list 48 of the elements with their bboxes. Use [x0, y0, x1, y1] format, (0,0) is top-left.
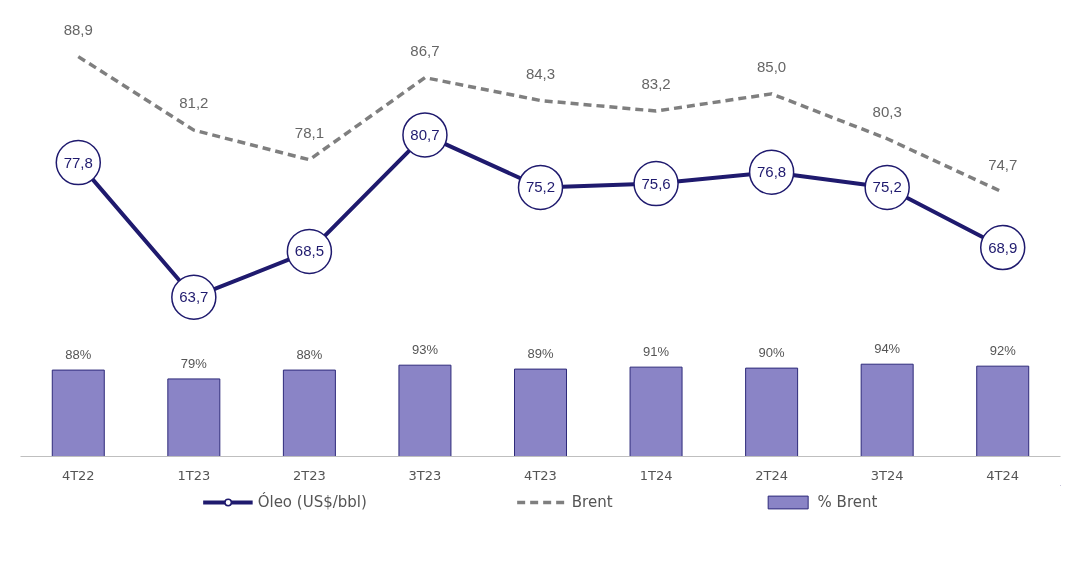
bar [398, 364, 452, 457]
data-label: 78,1 [294, 123, 324, 141]
legend-label: Brent [571, 493, 613, 511]
legend-label: % Brent [817, 493, 878, 511]
x-tick-label: 3T23 [408, 467, 442, 483]
x-tick-label: 4T24 [986, 467, 1020, 483]
data-label: 75,2 [525, 178, 556, 196]
data-label: 68,9 [988, 238, 1018, 256]
data-label: 86,7 [410, 41, 440, 59]
data-label: 81,2 [179, 94, 209, 112]
legend-label: Óleo (US$/bbl) [257, 493, 367, 511]
data-label: 84,3 [525, 64, 556, 82]
x-tick-label: 4T23 [524, 467, 557, 483]
data-label: 79% [180, 355, 208, 371]
data-label: 83,2 [641, 75, 671, 93]
data-label: 80,7 [410, 125, 440, 143]
x-tick-label: 4T22 [61, 467, 95, 483]
bar [282, 369, 336, 457]
data-label: 92% [989, 343, 1017, 359]
data-label: 76,8 [757, 163, 787, 181]
x-tick-label: 2T23 [293, 467, 326, 483]
data-label: 88,9 [63, 20, 93, 38]
data-label: 89% [527, 346, 554, 362]
data-label: 90% [758, 345, 786, 361]
data-label: 77,8 [63, 153, 93, 171]
bar [860, 363, 914, 457]
bar [629, 366, 683, 457]
data-label: 68,5 [294, 242, 324, 260]
x-tick-label: 2T24 [755, 467, 788, 483]
data-label: 93% [411, 342, 439, 358]
data-label: 94% [874, 341, 901, 357]
bar [167, 378, 221, 457]
data-label: 85,0 [757, 57, 787, 75]
bar [976, 365, 1030, 457]
data-label: 88% [65, 347, 92, 363]
bar [51, 369, 105, 457]
data-label: 91% [643, 344, 670, 360]
bar [745, 367, 799, 457]
x-tick-label: 1T24 [639, 467, 673, 483]
data-label: 74,7 [988, 156, 1018, 174]
data-label: 80,3 [872, 102, 902, 120]
data-label: 63,7 [179, 288, 209, 306]
data-label: 88% [296, 347, 323, 363]
bar [514, 368, 567, 457]
data-label: 75,2 [872, 178, 902, 196]
x-tick-label: 1T23 [177, 467, 211, 483]
data-label: 75,6 [641, 174, 671, 192]
x-tick-label: 3T24 [870, 467, 904, 483]
